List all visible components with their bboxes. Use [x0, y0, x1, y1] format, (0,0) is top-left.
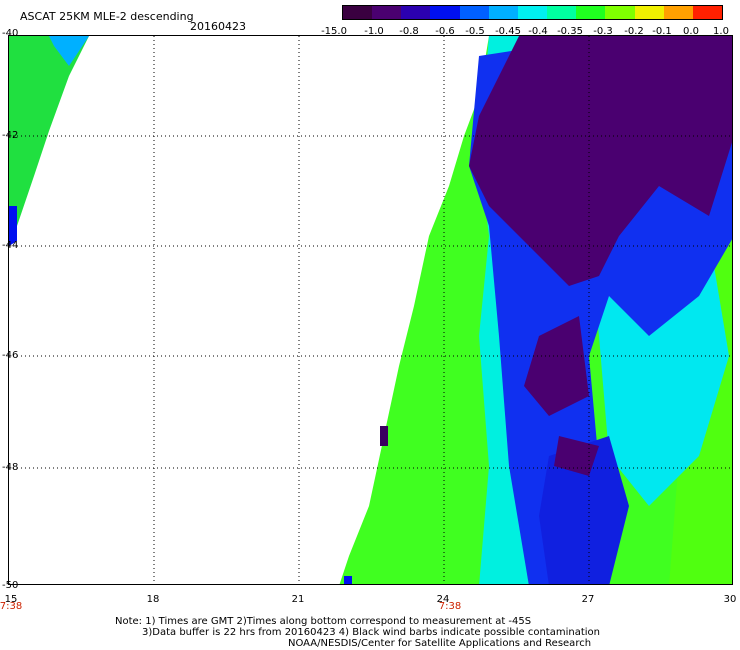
colorbar-label: -0.2: [624, 26, 644, 37]
colorbar-label: -0.5: [465, 26, 485, 37]
colorbar-swatch: [634, 6, 664, 19]
colorbar-label: -0.6: [435, 26, 455, 37]
colorbar-label: -15.0: [321, 26, 347, 37]
lat-tick: -44: [2, 240, 19, 251]
colorbar-label: -0.4: [528, 26, 548, 37]
map-plot-area: [8, 35, 733, 585]
colorbar-label: -0.1: [652, 26, 672, 37]
data-field: [9, 36, 732, 584]
colorbar-swatch: [401, 6, 431, 19]
colorbar-swatch: [576, 6, 606, 19]
colorbar-labels: -15.0 -1.0 -0.8 -0.6 -0.5 -0.45 -0.4 -0.…: [321, 26, 730, 38]
map-title: ASCAT 25KM MLE-2 descending: [20, 10, 194, 23]
colorbar-swatch: [459, 6, 489, 19]
footnote-line: 3)Data buffer is 22 hrs from 20160423 4)…: [142, 627, 600, 638]
colorbar-label: 1.0: [713, 26, 729, 37]
lon-tick: 24: [436, 594, 450, 605]
footnote-line: NOAA/NESDIS/Center for Satellite Applica…: [288, 638, 592, 649]
lat-tick: -48: [2, 462, 19, 473]
colorbar-swatch: [547, 6, 577, 19]
colorbar-swatch: [663, 6, 693, 19]
colorbar-label: -1.0: [364, 26, 384, 37]
colorbar-label: -0.3: [593, 26, 613, 37]
footnote-line: Note: 1) Times are GMT 2)Times along bot…: [115, 616, 532, 627]
colorbar-swatch: [430, 6, 460, 19]
lon-tick: 21: [291, 594, 305, 605]
lat-tick: -50: [2, 580, 19, 591]
lat-tick: -46: [2, 350, 19, 361]
wind-field-svg: [9, 36, 732, 584]
lon-tick: 30: [723, 594, 737, 605]
map-date: 20160423: [190, 20, 246, 33]
colorbar-swatch: [517, 6, 548, 19]
colorbar-swatch: [692, 6, 723, 19]
time-label: 7:38: [0, 601, 23, 612]
colorbar-swatch: [488, 6, 518, 19]
grid-lines: [9, 36, 732, 584]
colorbar: [342, 5, 723, 20]
lon-tick: 15: [4, 594, 18, 605]
lat-tick: -42: [2, 130, 19, 141]
colorbar-swatch: [605, 6, 635, 19]
colorbar-label: -0.35: [557, 26, 583, 37]
lon-tick: 18: [146, 594, 160, 605]
time-label: 7:38: [438, 601, 462, 612]
colorbar-label: -0.8: [399, 26, 419, 37]
colorbar-swatch: [343, 6, 373, 19]
colorbar-swatch: [372, 6, 402, 19]
lat-tick: -40: [2, 28, 19, 39]
lon-tick: 27: [581, 594, 595, 605]
colorbar-label: 0.0: [683, 26, 699, 37]
colorbar-label: -0.45: [495, 26, 521, 37]
